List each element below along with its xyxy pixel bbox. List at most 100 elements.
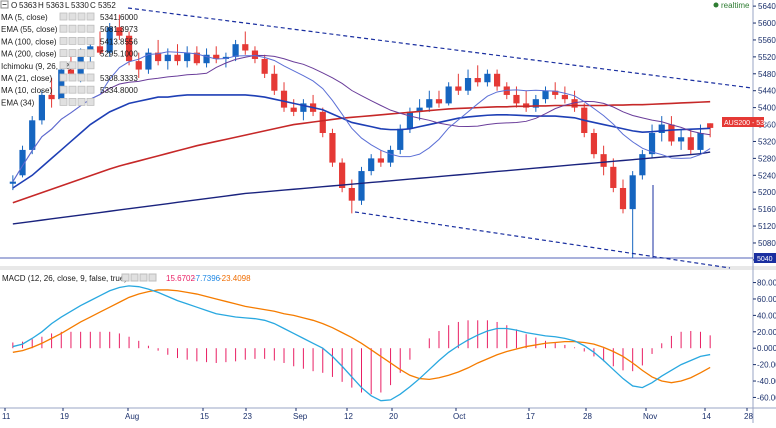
legend-row[interactable]: EMA (34): [1, 98, 95, 107]
candle: [261, 54, 268, 79]
eye-icon[interactable]: [68, 37, 77, 45]
candle: [203, 48, 210, 68]
candle-body: [135, 61, 142, 70]
current-price-tag: AUS200 - 5352: [722, 117, 772, 127]
macd-legend: MACD (12, 26, close, 9, false, true) 15.…: [2, 273, 251, 283]
settings-icon[interactable]: [59, 24, 68, 33]
close-icon[interactable]: [77, 61, 86, 70]
candle-body: [532, 99, 539, 108]
collapse-toggle-icon[interactable]: [0, 0, 9, 9]
candle-body: [164, 54, 171, 62]
legend-row[interactable]: MA (100, close) 5413.8556: [1, 37, 138, 46]
price-tick-label: 5360: [758, 121, 776, 130]
legend-label: MA (10, close): [1, 86, 52, 95]
eye-icon[interactable]: [68, 61, 77, 70]
legend-row[interactable]: EMA (55, close) 5081.3973: [1, 24, 138, 34]
candle-body: [484, 73, 491, 83]
legend-row[interactable]: MA (200, close) 5295.1000: [1, 49, 138, 59]
price-tick-label: 5280: [758, 154, 776, 163]
candle: [464, 69, 472, 95]
ohlc-high-value: 5363: [46, 1, 64, 10]
realtime-dot-icon: [713, 2, 719, 8]
date-tick-label: 28: [744, 412, 753, 421]
macd-tick-label: 60.000: [757, 295, 776, 304]
indicator-legend: MA (5, close) 5341.6000 EMA (55, close) 508…: [1, 12, 138, 107]
more-icon[interactable]: [86, 98, 95, 106]
price-tick-label: 5240: [758, 171, 776, 180]
macd-tick-label: 20.000: [757, 328, 776, 337]
legend-row[interactable]: Ichimoku (9, 26, 52): [1, 61, 95, 71]
price-tick-label: 5480: [758, 70, 776, 79]
candle-body: [493, 73, 501, 87]
settings-icon[interactable]: [59, 12, 68, 21]
macd-legend-controls[interactable]: [121, 273, 157, 282]
settings-icon[interactable]: [59, 73, 68, 82]
more-icon[interactable]: [86, 49, 95, 57]
legend-row[interactable]: MA (10, close) 5334.8000: [1, 85, 138, 95]
legend-value: 5308.3333: [100, 74, 138, 83]
close-icon[interactable]: [77, 37, 86, 45]
more-icon[interactable]: [86, 24, 95, 33]
close-icon[interactable]: [77, 98, 86, 106]
more-icon[interactable]: [86, 61, 95, 70]
moving-averages: [12, 51, 711, 225]
eye-icon[interactable]: [68, 24, 77, 33]
candle-body: [416, 107, 423, 112]
price-tick-label: 5320: [758, 137, 776, 146]
realtime-indicator[interactable]: realtime: [713, 1, 751, 10]
lower-trendline[interactable]: [354, 211, 731, 269]
eye-icon[interactable]: [68, 73, 77, 82]
close-icon[interactable]: [77, 12, 86, 21]
candle-body: [707, 123, 714, 128]
macd-axis: 80.000 60.000 40.000 20.000 0.000 -20.000 -40.…: [753, 279, 776, 402]
legend-row[interactable]: MA (21, close) 5308.3333: [1, 73, 138, 83]
settings-icon[interactable]: [59, 49, 68, 57]
candle: [532, 94, 539, 112]
settings-icon[interactable]: [59, 37, 68, 45]
candle: [19, 145, 26, 178]
close-icon[interactable]: [77, 24, 86, 33]
settings-icon[interactable]: [59, 85, 68, 94]
candle: [116, 14, 123, 40]
close-icon[interactable]: [77, 85, 86, 94]
candle-body: [48, 94, 55, 100]
date-tick-label: 11: [2, 412, 11, 421]
price-tick-label: 5080: [758, 239, 776, 248]
legend-row[interactable]: MA (5, close) 5341.6000: [1, 12, 138, 22]
more-icon[interactable]: [86, 85, 95, 94]
candle: [280, 82, 288, 112]
macd-close-icon[interactable]: [139, 273, 148, 282]
ohlc-close-label: C: [90, 1, 96, 10]
settings-icon[interactable]: [59, 98, 68, 106]
macd-hist-value: 15.6702: [166, 274, 195, 283]
candle: [678, 128, 685, 150]
legend-value: 5081.3973: [100, 25, 138, 34]
date-tick-label: 28: [583, 412, 592, 421]
candle: [329, 128, 336, 167]
candle-body: [339, 162, 346, 188]
macd-more-icon[interactable]: [148, 273, 157, 282]
macd-settings-icon[interactable]: [121, 273, 130, 282]
eye-icon[interactable]: [68, 49, 77, 57]
eye-icon[interactable]: [68, 12, 77, 21]
more-icon[interactable]: [86, 12, 95, 21]
more-icon[interactable]: [86, 37, 95, 45]
eye-icon[interactable]: [68, 85, 77, 94]
legend-label: MA (200, close): [1, 50, 57, 59]
close-icon[interactable]: [77, 49, 86, 57]
more-icon[interactable]: [86, 73, 95, 82]
candle: [125, 31, 133, 66]
close-icon[interactable]: [77, 73, 86, 82]
price-tick-label: 5440: [758, 87, 776, 96]
legend-label: MA (21, close): [1, 74, 52, 83]
date-tick-label: Aug: [125, 412, 139, 421]
date-tick-label: Sep: [293, 412, 308, 421]
macd-tick-label: -40.000: [757, 377, 776, 386]
candle-body: [590, 133, 598, 155]
candle: [571, 90, 578, 112]
macd-eye-icon[interactable]: [130, 273, 139, 282]
candle-body: [193, 52, 200, 64]
panel-separator[interactable]: [0, 266, 776, 270]
settings-icon[interactable]: [59, 61, 68, 70]
eye-icon[interactable]: [68, 98, 77, 106]
